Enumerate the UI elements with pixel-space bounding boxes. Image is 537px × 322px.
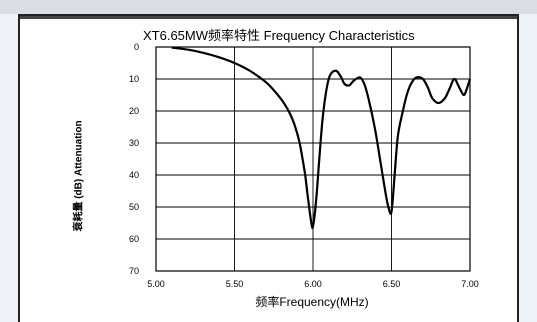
x-axis-label: 频率Frequency(MHz)	[255, 295, 369, 309]
y-tick-label: 30	[129, 138, 139, 148]
y-tick-label: 20	[129, 106, 139, 116]
y-tick-label: 0	[134, 42, 139, 52]
top-band	[0, 0, 537, 14]
y-tick-label: 70	[129, 266, 139, 276]
x-tick-label: 5.00	[147, 279, 165, 289]
tick-labels: 0 10 20 30 40 50 60 70 5.00 5.50 6.00 6.50 7.00	[129, 42, 479, 289]
y-tick-label: 10	[129, 74, 139, 84]
x-tick-label: 6.00	[304, 279, 322, 289]
y-tick-label: 40	[129, 170, 139, 180]
plot-area-border	[155, 46, 471, 272]
x-tick-label: 7.00	[461, 279, 479, 289]
series-line-0	[171, 46, 472, 230]
x-tick-label: 5.50	[226, 279, 244, 289]
frame-top-border	[20, 16, 517, 19]
chart-title: XT6.65MW频率特性 Frequency Characteristics	[143, 28, 415, 43]
y-tick-label: 50	[129, 202, 139, 212]
series-lines	[171, 46, 472, 230]
x-tick-label: 6.50	[383, 279, 401, 289]
y-tick-label: 60	[129, 234, 139, 244]
